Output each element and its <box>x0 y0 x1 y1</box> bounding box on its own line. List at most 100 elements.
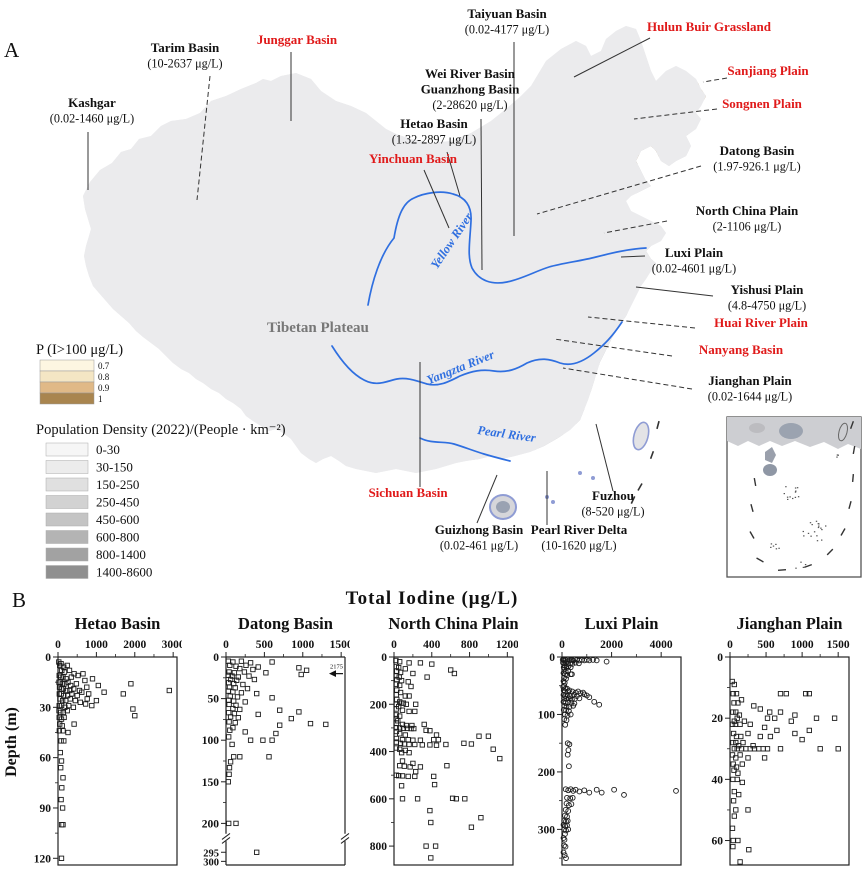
plot-title: Datong Basin <box>238 614 333 633</box>
x-tick-label: 0 <box>559 639 565 651</box>
y-tick-label: 60 <box>712 836 724 848</box>
pop-legend-label: 600-800 <box>96 530 139 545</box>
callout-text: (0.02-1644 μg/L) <box>708 390 792 404</box>
callout-text: (0.02-4601 μg/L) <box>652 262 736 276</box>
y-tick-label: 20 <box>712 713 724 725</box>
scatter-plots-row: Depth (m) Hetao Basin 0 1000 2000 3000 0 30 60 9… <box>0 613 864 870</box>
depth-axis-label-wrap: Depth (m) <box>0 613 24 870</box>
callout-songnen: Songnen Plain <box>633 96 803 120</box>
data-points <box>729 678 841 865</box>
callout-tarim: Tarim Basin (10-2637 μg/L) <box>147 40 223 201</box>
callout-jianghan: Jianghan Plain (0.02-1644 μg/L) <box>562 367 792 404</box>
callout-kashgar: Kashgar (0.02-1460 μg/L) <box>50 95 134 190</box>
plot-title: North China Plain <box>388 614 518 633</box>
callout-leader <box>595 423 614 492</box>
y-tick-label: 90 <box>40 803 52 815</box>
plot-datong-basin: Datong Basin 0 500 1000 1500 0 50 100 150 200 295 3… <box>192 613 353 870</box>
inset-island-dots <box>770 454 839 569</box>
callout-text: (0.02-461 μg/L) <box>440 539 518 553</box>
callout-text: Hulun Buir Grassland <box>647 19 772 34</box>
callout-text: (1.97-926.1 μg/L) <box>713 160 800 174</box>
plot-title: Hetao Basin <box>75 614 161 633</box>
y-tick-label: 0 <box>549 652 555 664</box>
callout-text: Junggar Basin <box>257 32 338 47</box>
callout-leader <box>702 77 728 83</box>
y-tick-label: 300 <box>538 824 556 836</box>
tibetan-plateau-label: Tibetan Plateau <box>267 320 369 336</box>
callout-text: (10-2637 μg/L) <box>147 57 222 71</box>
x-tick-label: 1200 <box>496 639 518 651</box>
data-points <box>559 656 679 861</box>
callout-text: Fuzhou <box>592 488 634 503</box>
sea-dash-marks <box>630 420 660 504</box>
x-tick-label: 1000 <box>85 639 108 651</box>
y-tick-label: 50 <box>208 694 220 706</box>
callout-leader <box>476 474 498 524</box>
callout-text: Luxi Plain <box>665 245 724 260</box>
p-legend-label: 0.9 <box>98 383 110 393</box>
panel-a-label: A <box>4 38 20 62</box>
scatter-svg-jianghan-plain: Jianghan Plain 0 500 1000 1500 0 20 40 60 <box>712 614 850 866</box>
map-callouts: Tarim Basin (10-2637 μg/L) Junggar Basin Ka… <box>50 6 810 553</box>
data-points <box>393 657 503 861</box>
callout-pearl_delta: Pearl River Delta (10-1620 μg/L) <box>531 471 628 553</box>
callout-leader <box>423 169 450 229</box>
pop-legend-label: 0-30 <box>96 442 120 457</box>
callout-leader <box>573 37 651 78</box>
callout-text: Songnen Plain <box>722 96 803 111</box>
y-tick-label: 300 <box>203 857 219 868</box>
x-tick-label: 1000 <box>791 639 814 651</box>
x-tick-label: 1000 <box>291 639 314 651</box>
x-tick-label: 400 <box>423 639 441 651</box>
scatter-plots: Hetao Basin 0 1000 2000 3000 0 30 60 90 120 Datong… <box>24 613 862 870</box>
south-china-sea-inset <box>726 416 862 578</box>
scatter-svg-north-china-plain: North China Plain 0 400 800 1200 0 200 400 600 80… <box>370 614 519 866</box>
y-tick-label: 200 <box>370 699 388 711</box>
x-tick-label: 800 <box>461 639 479 651</box>
y-tick-label: 0 <box>45 652 51 664</box>
x-tick-label: 2000 <box>600 639 623 651</box>
callout-text: Guanzhong Basin <box>421 82 520 97</box>
panel-b-title: Total Iodine (μg/L) <box>345 588 519 609</box>
y-tick-label: 400 <box>370 747 388 759</box>
scatter-svg-luxi-plain: Luxi Plain 0 2000 4000 0 100 200 300 <box>538 614 682 866</box>
p-legend-label: 0.8 <box>98 372 110 382</box>
callout-text: (0.02-1460 μg/L) <box>50 112 134 126</box>
map-legends: P (I>100 μg/L) 0.70.80.91 Population Densi… <box>36 342 286 580</box>
callout-yinchuan: Yinchuan Basin <box>369 151 458 229</box>
callout-leader <box>553 338 673 357</box>
callout-text: Tarim Basin <box>151 40 220 55</box>
callout-leader <box>603 220 668 234</box>
x-tick-label: 3000 <box>162 639 182 651</box>
pop-legend-label: 800-1400 <box>96 547 146 562</box>
callout-text: Hetao Basin <box>400 116 468 131</box>
y-tick-label: 120 <box>34 853 52 865</box>
x-tick-label: 500 <box>757 639 775 651</box>
callout-leader <box>536 165 702 215</box>
scatter-svg-datong-basin: Datong Basin 0 500 1000 1500 0 50 100 150 200 2953… <box>202 614 353 868</box>
callout-leader <box>480 118 483 271</box>
callout-junggar: Junggar Basin <box>257 32 338 121</box>
y-tick-label: 200 <box>202 818 220 830</box>
callout-leader <box>446 151 461 197</box>
plot-hetao-basin: Hetao Basin 0 1000 2000 3000 0 30 60 90 120 <box>24 613 185 870</box>
callout-hetao: Hetao Basin (1.32-2897 μg/L) <box>392 116 476 197</box>
data-points <box>56 659 172 861</box>
depth-axis-label: Depth (m) <box>3 706 21 777</box>
x-tick-label: 4000 <box>650 639 673 651</box>
callout-text: (1.32-2897 μg/L) <box>392 133 476 147</box>
y-tick-label: 600 <box>370 794 388 806</box>
p-legend-label: 0.7 <box>98 361 110 371</box>
callout-leader <box>562 367 693 390</box>
x-tick-label: 1500 <box>330 639 350 651</box>
callout-luxi: Luxi Plain (0.02-4601 μg/L) <box>620 245 736 276</box>
x-tick-label: 0 <box>55 639 61 651</box>
y-tick-label: 0 <box>717 652 723 664</box>
y-tick-label: 100 <box>538 709 556 721</box>
taiwan-island <box>632 421 650 451</box>
x-tick-label: 0 <box>727 639 733 651</box>
callout-text: (10-1620 μg/L) <box>541 539 616 553</box>
callout-text: Pearl River Delta <box>531 522 628 537</box>
panel-b-label: B <box>12 588 27 612</box>
plot-jianghan-plain: Jianghan Plain 0 500 1000 1500 0 20 40 60 <box>696 613 854 870</box>
